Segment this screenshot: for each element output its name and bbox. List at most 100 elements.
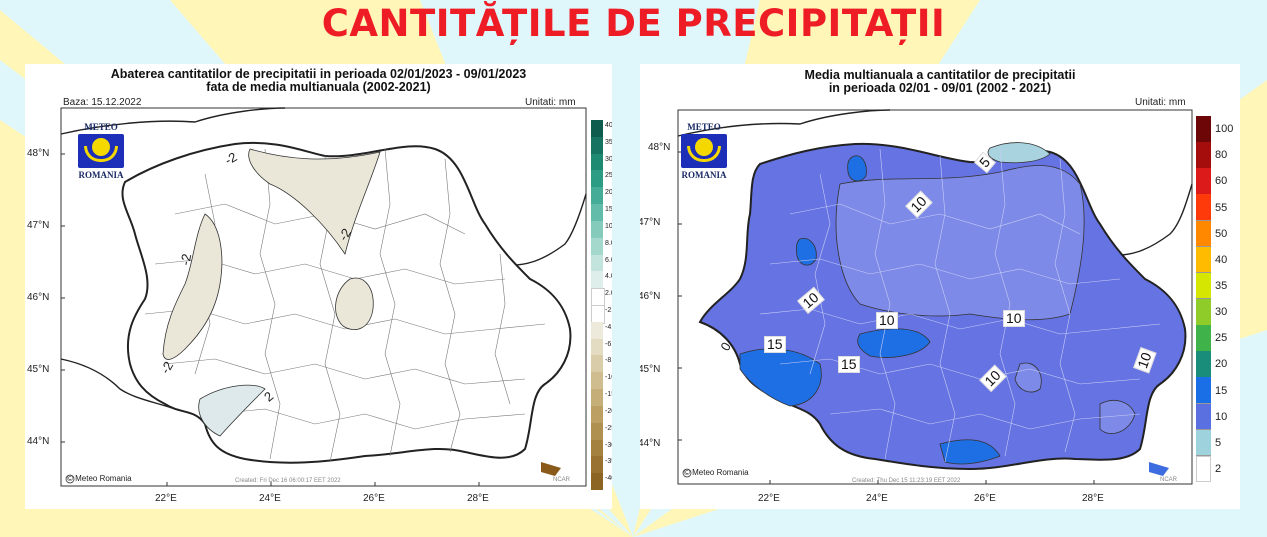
right-logo-emblem-icon bbox=[681, 134, 727, 168]
left-legend-label: -6.0 bbox=[605, 340, 612, 348]
left-legend-label: 8.0 bbox=[605, 239, 612, 247]
right-legend-swatch bbox=[1196, 272, 1211, 300]
left-copyright-icon bbox=[65, 474, 75, 484]
left-legend-swatch bbox=[591, 473, 603, 491]
right-legend-label: 15 bbox=[1215, 384, 1228, 397]
left-legend-swatch bbox=[591, 456, 603, 474]
left-lat-label: 45°N bbox=[27, 364, 50, 375]
left-legend-swatch bbox=[591, 372, 603, 390]
right-legend-swatch bbox=[1196, 220, 1211, 248]
left-legend-swatch bbox=[591, 338, 603, 356]
left-legend-label: 40.0 bbox=[605, 122, 612, 129]
left-legend-swatch bbox=[591, 422, 603, 441]
left-map-panel: Abaterea cantitatilor de precipitatii in… bbox=[25, 64, 612, 509]
right-legend-label: 40 bbox=[1215, 253, 1228, 266]
left-legend-label: -15.0 bbox=[605, 391, 612, 399]
left-legend-label: -4.0 bbox=[605, 323, 612, 331]
right-ncar-label: NCAR bbox=[1160, 477, 1178, 483]
right-legend-label: 25 bbox=[1215, 332, 1228, 345]
left-area-southwest bbox=[198, 384, 266, 437]
right-map-panel: Media multianuala a cantitatilor de prec… bbox=[640, 64, 1240, 509]
left-legend-swatch bbox=[591, 136, 603, 155]
left-legend-swatch bbox=[591, 170, 603, 188]
right-legend-swatch bbox=[1196, 403, 1211, 431]
left-map-units: Unitati: mm bbox=[525, 97, 576, 108]
right-lat-label: 48°N bbox=[648, 142, 671, 153]
right-legend-label: 2 bbox=[1215, 462, 1222, 475]
right-contour-label: 10 bbox=[1003, 310, 1025, 327]
left-lat-label: 48°N bbox=[27, 148, 50, 159]
left-legend-label: 6.0 bbox=[605, 256, 612, 264]
right-map-title-line2: in perioada 02/01 - 09/01 (2002 - 2021) bbox=[828, 81, 1052, 95]
left-legend-label: 35.0 bbox=[605, 138, 612, 146]
left-legend-swatch bbox=[591, 321, 603, 340]
left-area-center bbox=[335, 277, 374, 330]
right-legend-label: 55 bbox=[1215, 201, 1228, 214]
right-copyright: © Meteo Romania bbox=[684, 468, 749, 477]
right-area-15-20-north bbox=[847, 155, 867, 182]
left-legend-swatch bbox=[591, 389, 603, 407]
left-legend-colorbar: 40.0 35.0 30.0 25.0 20.0 15.0 10.0 8.0 6.0 4.0 2.0… bbox=[591, 120, 612, 491]
left-legend-label: -40.0 bbox=[605, 475, 612, 483]
left-neighbour-border-sw bbox=[60, 358, 176, 410]
left-legend-label: -10.0 bbox=[605, 374, 612, 382]
right-lat-label: 45°N bbox=[640, 364, 661, 375]
right-created-timestamp: Created: Thu Dec 15 11:23:19 EET 2022 bbox=[852, 478, 961, 484]
right-lat-label: 44°N bbox=[640, 438, 661, 449]
left-ncar-logo-icon bbox=[541, 462, 561, 476]
right-area-5-10-southeast bbox=[1099, 400, 1136, 434]
right-area-15-20-center bbox=[857, 328, 931, 358]
left-axis-ticks bbox=[61, 153, 480, 486]
left-legend-label: -25.0 bbox=[605, 424, 612, 432]
left-legend-label: 4.0 bbox=[605, 273, 612, 281]
left-lon-label: 28°E bbox=[467, 493, 489, 504]
left-lat-label: 46°N bbox=[27, 292, 50, 303]
right-legend-label: 50 bbox=[1215, 227, 1228, 240]
right-legend-colorbar: 100 80 60 55 50 40 35 30 25 20 15 10 5 2 bbox=[1196, 116, 1236, 483]
left-map-canvas bbox=[60, 107, 587, 487]
left-legend-label: 25.0 bbox=[605, 172, 612, 180]
right-legend-label: 30 bbox=[1215, 306, 1228, 319]
left-legend-swatch bbox=[591, 120, 603, 138]
left-ncar-label: NCAR bbox=[553, 477, 571, 483]
right-county-borders bbox=[759, 148, 1161, 463]
right-contour-label: 15 bbox=[764, 336, 786, 353]
right-legend-label: 100 bbox=[1215, 123, 1234, 136]
left-logo-text-bottom: ROMANIA bbox=[78, 170, 124, 180]
right-area-5-10-north bbox=[835, 165, 1085, 321]
right-legend-swatch bbox=[1196, 246, 1211, 274]
left-legend-swatch bbox=[591, 405, 603, 424]
right-legend-swatch bbox=[1196, 429, 1211, 457]
left-legend-swatch bbox=[591, 220, 603, 239]
left-legend-swatch bbox=[591, 254, 603, 272]
right-lon-label: 22°E bbox=[758, 493, 780, 504]
right-legend-swatch bbox=[1196, 116, 1211, 143]
page-title: CANTITĂȚILE DE PRECIPITAȚII bbox=[321, 2, 946, 45]
right-contour-label: 15 bbox=[838, 356, 860, 373]
left-legend-label: 2.0 bbox=[605, 290, 612, 298]
right-neighbour-border-north bbox=[677, 109, 891, 137]
right-lon-label: 24°E bbox=[866, 493, 888, 504]
right-area-2-5-north bbox=[987, 142, 1051, 164]
right-lat-label: 46°N bbox=[640, 291, 661, 302]
right-legend-swatch bbox=[1196, 194, 1211, 222]
right-area-15-20-northwest bbox=[796, 238, 817, 266]
left-legend-swatch bbox=[591, 153, 603, 171]
right-legend-swatch bbox=[1196, 299, 1211, 326]
right-map-title-line1: Media multianuala a cantitatilor de prec… bbox=[804, 68, 1076, 82]
right-map-units: Unitati: mm bbox=[1135, 97, 1186, 108]
right-logo-text-top: METEO bbox=[687, 122, 721, 132]
right-legend-swatch bbox=[1196, 455, 1211, 483]
left-legend-swatch bbox=[591, 237, 603, 256]
right-legend-swatch bbox=[1196, 168, 1211, 195]
left-logo-text-top: METEO bbox=[84, 122, 118, 132]
left-map-title-line2: fata de media multianuala (2002-2021) bbox=[206, 80, 431, 94]
left-legend-label: 20.0 bbox=[605, 189, 612, 197]
left-created-timestamp: Created: Fri Dec 16 06:00:17 EET 2022 bbox=[235, 478, 341, 484]
right-legend-swatch bbox=[1196, 142, 1211, 169]
left-lat-label: 47°N bbox=[27, 220, 50, 231]
left-legend-label: -20.0 bbox=[605, 407, 612, 415]
left-legend-label: -35.0 bbox=[605, 458, 612, 466]
left-meteo-romania-logo: METEO ROMANIA bbox=[70, 122, 132, 180]
right-legend-label: 20 bbox=[1215, 358, 1228, 371]
